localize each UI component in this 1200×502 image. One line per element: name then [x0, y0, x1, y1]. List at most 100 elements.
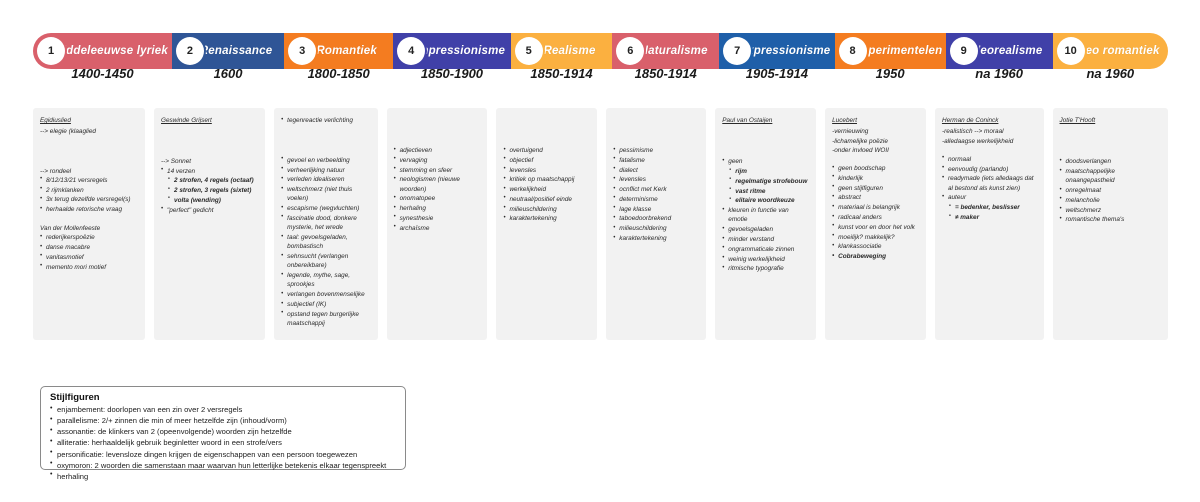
timeline-segment-7[interactable]: 7 Expressionisme — [719, 33, 835, 69]
list-item: fascinatie dood, donkere mysterie, het w… — [281, 213, 370, 233]
card-author-name: Geswinde Grijsert — [161, 117, 212, 124]
card-spacer — [503, 116, 590, 146]
list-item: = bedenker, beslisser — [949, 203, 1037, 212]
card-author-name: Jotie T'Hooft — [1059, 117, 1096, 124]
list-item: herhaling — [394, 204, 481, 213]
card-subtitle: -onder invloed WOII — [832, 146, 889, 154]
timeline-segment-label: Renaissance — [199, 45, 273, 57]
list-item: vervaging — [394, 155, 481, 165]
card-author-name: Lucebert — [832, 117, 857, 124]
list-item: enjambement: doorlopen van een zin over … — [50, 403, 396, 415]
list-item: geen stijlfiguren — [832, 183, 919, 193]
list-item: ritmische typografie — [722, 264, 809, 273]
list-item: radicaal anders — [832, 213, 919, 222]
list-item: doodsverlangen — [1060, 157, 1161, 166]
card-bullet-list: pessimismefatalismedialectlevenslesocnfl… — [613, 145, 699, 243]
card-spacer — [832, 155, 919, 164]
list-item: romantische thema's — [1060, 215, 1161, 224]
timeline-dates-row: 1400-1450 1600 1800-1850 1850-1900 1850-1914… — [33, 60, 1168, 82]
timeline-segment-number: 1 — [37, 37, 65, 65]
list-item: dialect — [613, 165, 699, 175]
card-lead-line: --> Sonnet — [161, 158, 192, 166]
list-item: volta (wending) — [168, 195, 258, 205]
period-card-neo-romantiek: Jotie T'Hooft doodsverlangenmaatschappeli… — [1052, 108, 1168, 340]
list-item: overtuigend — [503, 145, 590, 155]
list-item: determinisme — [613, 194, 699, 204]
card-bullet-list: adjectievenvervagingstemming en sfeerneo… — [394, 145, 481, 233]
list-item: 2 strofen, 4 regels (octaaf) — [168, 176, 258, 185]
timeline-segment-number: 6 — [616, 37, 645, 65]
card-author-name: Egidiuslied — [40, 117, 71, 124]
timeline-segment-date: 1600 — [213, 66, 243, 81]
timeline-segment-label: Expressionisme — [739, 45, 831, 57]
card-lead-line: --> rondeel — [40, 167, 72, 175]
list-item: kleuren in functie van emotie — [722, 206, 809, 225]
timeline-segment-8[interactable]: 8 Experimentelen — [834, 33, 946, 69]
timeline-segment-number: 10 — [1056, 37, 1085, 65]
card-bullet-list: doodsverlangenmaatschappelijke onaangepa… — [1060, 157, 1161, 224]
card-spacer — [40, 137, 138, 167]
list-item: regelmatige strofebouw — [729, 176, 809, 186]
list-item: normaal — [942, 154, 1037, 164]
list-item: objectief — [503, 155, 590, 165]
stijlfiguren-title: Stijlfiguren — [50, 392, 100, 403]
timeline-segment-2[interactable]: 2 Renaissance — [171, 33, 285, 69]
list-item: personificatie: levensloze dingen krijge… — [50, 448, 396, 460]
list-item: pessimisme — [613, 145, 699, 155]
timeline-segment-3[interactable]: 3 Romantiek — [284, 33, 394, 69]
period-card-renaissance: Geswinde Grijsert --> Sonnet14 verzen2 st… — [154, 108, 266, 340]
card-bullet-list: geen boodschapkinderlijkgeen stijlfigure… — [832, 164, 919, 261]
list-item: rederijkerspoëzie — [40, 233, 138, 242]
timeline-segment-number: 5 — [514, 37, 543, 65]
list-item: elitaire woordkeuze — [729, 196, 809, 205]
card-bullet-list: geenrijmregelmatige strofebouwvast ritme… — [722, 157, 809, 273]
timeline-segment-4[interactable]: 4 Impressionisme — [393, 33, 511, 69]
list-item: weltschmerz — [1060, 205, 1161, 215]
period-card-middeleeuwse-lyriek: Egidiuslied --> elegie (klaaglied --> rond… — [33, 108, 146, 340]
timeline-segment-label: Impressionisme — [414, 45, 506, 57]
card-sub-bullet-list: 2 strofen, 4 regels (octaaf)2 strofen, 3… — [168, 176, 258, 205]
period-card-naturalisme: pessimismefatalismedialectlevenslesocnfl… — [606, 108, 707, 340]
list-item: moeilijk? makkelijk? — [832, 232, 919, 242]
timeline-segment-label: Experimentelen — [853, 45, 943, 57]
timeline-segment-number: 3 — [288, 37, 317, 65]
list-item: assonantie: de klinkers van 2 (opeenvolg… — [50, 426, 396, 437]
list-item: vanitasmotief — [40, 252, 138, 262]
list-item: synesthesie — [394, 213, 481, 223]
list-item: minder verstand — [722, 235, 809, 244]
card-subtitle: -vernieuwing — [832, 128, 869, 136]
list-item: fatalisme — [613, 155, 699, 165]
timeline-segment-9[interactable]: 9 Neorealisme — [945, 33, 1053, 69]
timeline-segment-date: 1850-1914 — [634, 66, 697, 81]
timeline-segment-6[interactable]: 6 Naturalisme — [612, 33, 720, 69]
list-item: tegenreactie verlichting — [281, 115, 370, 125]
timeline-segment-1[interactable]: 1 Middeleeuwse lyriek — [33, 33, 172, 69]
list-item: herhaling — [50, 470, 396, 482]
card-sub-bullet-list: rijmregelmatige strofebouwvast ritmeelit… — [729, 167, 809, 206]
list-item: 8/12/13/21 versregels — [40, 175, 138, 185]
timeline-segment-5[interactable]: 5 Realisme — [510, 33, 613, 69]
list-item: "perfect" gedicht — [161, 205, 258, 215]
list-item: opstand tegen burgerlijke maatschappij — [281, 309, 370, 329]
card-spacer — [40, 215, 138, 224]
list-item: karaktertekening — [503, 214, 590, 223]
card-sub-bullet-list: = bedenker, beslisser≠ maker — [949, 203, 1037, 222]
period-card-impressionisme: adjectievenvervagingstemming en sfeerneo… — [386, 108, 488, 340]
card-subtitle: -realistisch --> moraal — [941, 128, 1004, 136]
list-item: sehnsucht (verlangen onbereikbare) — [281, 252, 370, 271]
timeline-segment-10[interactable]: 10 Neo romantiek — [1052, 33, 1169, 69]
list-item: 14 verzen — [161, 166, 258, 176]
list-item: subjectief (IK) — [281, 299, 370, 309]
card-spacer — [722, 127, 809, 157]
list-item: readymade (iets alledaags dat al bestond… — [942, 174, 1037, 193]
list-item: weltschmerz (niet thuis voelen) — [281, 185, 370, 204]
list-item: melancholie — [1060, 195, 1161, 205]
list-item: ongrammaticale zinnen — [722, 244, 809, 254]
list-item: weinig werkelijkheid — [722, 254, 809, 264]
timeline-segment-date: 1905-1914 — [745, 66, 808, 81]
list-item: ≠ maker — [949, 213, 1037, 222]
list-item: werkelijkheid — [503, 185, 590, 194]
card-spacer — [1060, 127, 1161, 157]
list-item: kritiek op maatschappij — [503, 175, 590, 184]
period-timeline: 1 Middeleeuwse lyriek 2 Renaissance 3 Romanti… — [33, 33, 1169, 69]
